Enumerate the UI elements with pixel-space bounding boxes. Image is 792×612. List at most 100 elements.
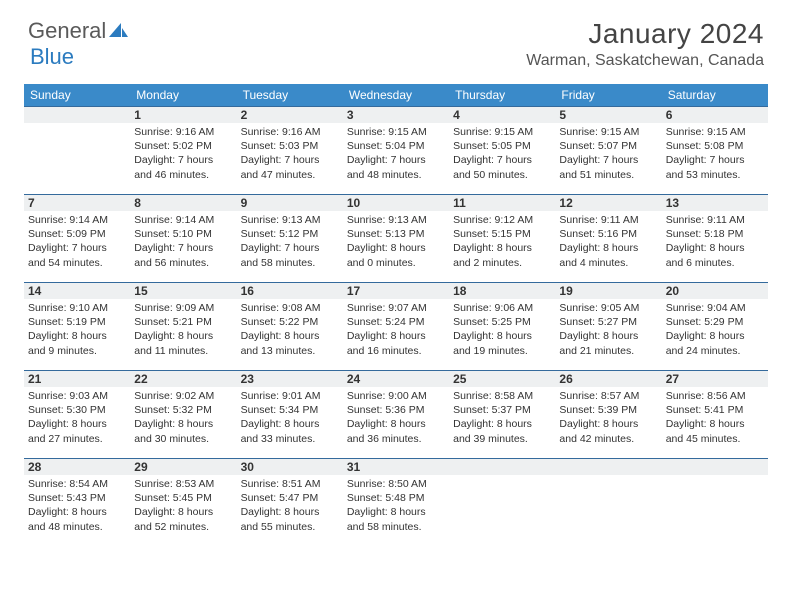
day-number: 1 <box>130 106 236 123</box>
day-number <box>555 458 661 475</box>
calendar-week-row: 28Sunrise: 8:54 AMSunset: 5:43 PMDayligh… <box>24 458 768 546</box>
sunset-text: Sunset: 5:10 PM <box>134 227 232 241</box>
day-number: 25 <box>449 370 555 387</box>
calendar-day-cell: 13Sunrise: 9:11 AMSunset: 5:18 PMDayligh… <box>662 194 768 282</box>
daylight-text: Daylight: 7 hours and 56 minutes. <box>134 241 232 269</box>
day-number: 15 <box>130 282 236 299</box>
day-number: 19 <box>555 282 661 299</box>
day-header: Tuesday <box>237 84 343 106</box>
day-info: Sunrise: 9:15 AMSunset: 5:07 PMDaylight:… <box>555 123 661 182</box>
sunset-text: Sunset: 5:34 PM <box>241 403 339 417</box>
logo-sail-icon <box>108 22 130 40</box>
day-info: Sunrise: 8:50 AMSunset: 5:48 PMDaylight:… <box>343 475 449 534</box>
calendar-table: SundayMondayTuesdayWednesdayThursdayFrid… <box>24 84 768 546</box>
sunset-text: Sunset: 5:21 PM <box>134 315 232 329</box>
day-number <box>24 106 130 123</box>
day-number: 17 <box>343 282 449 299</box>
daylight-text: Daylight: 8 hours and 13 minutes. <box>241 329 339 357</box>
calendar-day-cell <box>449 458 555 546</box>
daylight-text: Daylight: 7 hours and 50 minutes. <box>453 153 551 181</box>
day-info: Sunrise: 8:57 AMSunset: 5:39 PMDaylight:… <box>555 387 661 446</box>
sunset-text: Sunset: 5:15 PM <box>453 227 551 241</box>
day-info: Sunrise: 9:13 AMSunset: 5:12 PMDaylight:… <box>237 211 343 270</box>
sunrise-text: Sunrise: 8:56 AM <box>666 389 764 403</box>
day-header: Saturday <box>662 84 768 106</box>
daylight-text: Daylight: 8 hours and 27 minutes. <box>28 417 126 445</box>
daylight-text: Daylight: 8 hours and 39 minutes. <box>453 417 551 445</box>
sunrise-text: Sunrise: 9:01 AM <box>241 389 339 403</box>
day-header: Wednesday <box>343 84 449 106</box>
sunrise-text: Sunrise: 8:54 AM <box>28 477 126 491</box>
sunset-text: Sunset: 5:18 PM <box>666 227 764 241</box>
daylight-text: Daylight: 8 hours and 11 minutes. <box>134 329 232 357</box>
calendar-day-cell: 11Sunrise: 9:12 AMSunset: 5:15 PMDayligh… <box>449 194 555 282</box>
daylight-text: Daylight: 8 hours and 58 minutes. <box>347 505 445 533</box>
calendar-day-cell: 24Sunrise: 9:00 AMSunset: 5:36 PMDayligh… <box>343 370 449 458</box>
day-info: Sunrise: 9:11 AMSunset: 5:18 PMDaylight:… <box>662 211 768 270</box>
day-info: Sunrise: 9:05 AMSunset: 5:27 PMDaylight:… <box>555 299 661 358</box>
sunset-text: Sunset: 5:25 PM <box>453 315 551 329</box>
day-number: 16 <box>237 282 343 299</box>
page-header: General January 2024 Warman, Saskatchewa… <box>0 0 792 76</box>
sunrise-text: Sunrise: 9:05 AM <box>559 301 657 315</box>
day-number: 4 <box>449 106 555 123</box>
day-info: Sunrise: 9:07 AMSunset: 5:24 PMDaylight:… <box>343 299 449 358</box>
calendar-day-cell: 31Sunrise: 8:50 AMSunset: 5:48 PMDayligh… <box>343 458 449 546</box>
daylight-text: Daylight: 8 hours and 36 minutes. <box>347 417 445 445</box>
day-number: 24 <box>343 370 449 387</box>
day-info: Sunrise: 9:10 AMSunset: 5:19 PMDaylight:… <box>24 299 130 358</box>
logo-text-1: General <box>28 18 106 44</box>
calendar-day-cell: 10Sunrise: 9:13 AMSunset: 5:13 PMDayligh… <box>343 194 449 282</box>
day-number: 31 <box>343 458 449 475</box>
sunset-text: Sunset: 5:12 PM <box>241 227 339 241</box>
calendar-day-cell: 26Sunrise: 8:57 AMSunset: 5:39 PMDayligh… <box>555 370 661 458</box>
day-info: Sunrise: 8:53 AMSunset: 5:45 PMDaylight:… <box>130 475 236 534</box>
sunset-text: Sunset: 5:43 PM <box>28 491 126 505</box>
calendar-day-cell: 29Sunrise: 8:53 AMSunset: 5:45 PMDayligh… <box>130 458 236 546</box>
daylight-text: Daylight: 8 hours and 33 minutes. <box>241 417 339 445</box>
day-info: Sunrise: 9:08 AMSunset: 5:22 PMDaylight:… <box>237 299 343 358</box>
day-number: 28 <box>24 458 130 475</box>
day-header: Friday <box>555 84 661 106</box>
day-info: Sunrise: 8:54 AMSunset: 5:43 PMDaylight:… <box>24 475 130 534</box>
daylight-text: Daylight: 8 hours and 55 minutes. <box>241 505 339 533</box>
sunset-text: Sunset: 5:41 PM <box>666 403 764 417</box>
daylight-text: Daylight: 8 hours and 16 minutes. <box>347 329 445 357</box>
day-number <box>662 458 768 475</box>
day-number: 2 <box>237 106 343 123</box>
calendar-body: 1Sunrise: 9:16 AMSunset: 5:02 PMDaylight… <box>24 106 768 546</box>
day-info: Sunrise: 8:56 AMSunset: 5:41 PMDaylight:… <box>662 387 768 446</box>
calendar-day-cell: 2Sunrise: 9:16 AMSunset: 5:03 PMDaylight… <box>237 106 343 194</box>
daylight-text: Daylight: 8 hours and 2 minutes. <box>453 241 551 269</box>
sunrise-text: Sunrise: 8:50 AM <box>347 477 445 491</box>
day-info: Sunrise: 9:12 AMSunset: 5:15 PMDaylight:… <box>449 211 555 270</box>
sunset-text: Sunset: 5:29 PM <box>666 315 764 329</box>
day-number: 14 <box>24 282 130 299</box>
day-info: Sunrise: 9:04 AMSunset: 5:29 PMDaylight:… <box>662 299 768 358</box>
sunset-text: Sunset: 5:36 PM <box>347 403 445 417</box>
sunrise-text: Sunrise: 8:58 AM <box>453 389 551 403</box>
sunset-text: Sunset: 5:39 PM <box>559 403 657 417</box>
daylight-text: Daylight: 8 hours and 42 minutes. <box>559 417 657 445</box>
daylight-text: Daylight: 8 hours and 52 minutes. <box>134 505 232 533</box>
calendar-day-cell: 17Sunrise: 9:07 AMSunset: 5:24 PMDayligh… <box>343 282 449 370</box>
day-info: Sunrise: 9:01 AMSunset: 5:34 PMDaylight:… <box>237 387 343 446</box>
sunset-text: Sunset: 5:30 PM <box>28 403 126 417</box>
day-number: 30 <box>237 458 343 475</box>
daylight-text: Daylight: 8 hours and 9 minutes. <box>28 329 126 357</box>
calendar-day-cell: 27Sunrise: 8:56 AMSunset: 5:41 PMDayligh… <box>662 370 768 458</box>
sunrise-text: Sunrise: 9:14 AM <box>28 213 126 227</box>
daylight-text: Daylight: 8 hours and 4 minutes. <box>559 241 657 269</box>
daylight-text: Daylight: 7 hours and 47 minutes. <box>241 153 339 181</box>
sunrise-text: Sunrise: 9:02 AM <box>134 389 232 403</box>
day-number: 23 <box>237 370 343 387</box>
sunrise-text: Sunrise: 8:57 AM <box>559 389 657 403</box>
daylight-text: Daylight: 8 hours and 0 minutes. <box>347 241 445 269</box>
sunset-text: Sunset: 5:45 PM <box>134 491 232 505</box>
sunset-text: Sunset: 5:09 PM <box>28 227 126 241</box>
daylight-text: Daylight: 7 hours and 54 minutes. <box>28 241 126 269</box>
sunrise-text: Sunrise: 9:11 AM <box>559 213 657 227</box>
day-info: Sunrise: 9:15 AMSunset: 5:04 PMDaylight:… <box>343 123 449 182</box>
day-number: 22 <box>130 370 236 387</box>
sunset-text: Sunset: 5:22 PM <box>241 315 339 329</box>
